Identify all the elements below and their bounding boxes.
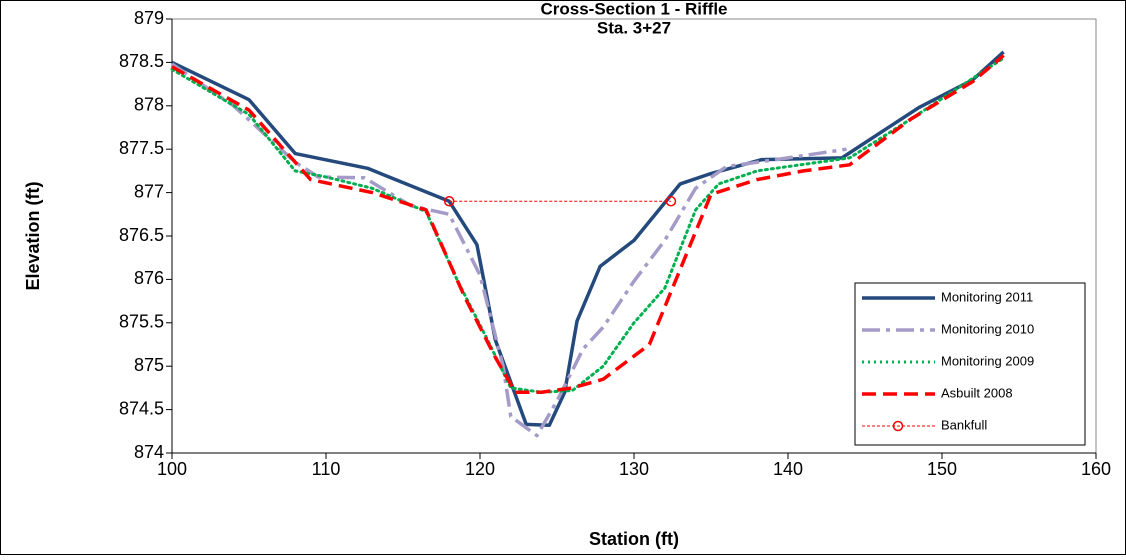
y-tick-label: 876 — [134, 268, 164, 288]
legend-box — [854, 282, 1086, 446]
y-tick-label: 874.5 — [119, 398, 164, 418]
x-tick-label: 100 — [157, 459, 187, 479]
x-tick-label: 120 — [465, 459, 495, 479]
y-tick-label: 877.5 — [119, 138, 164, 158]
y-tick-label: 879 — [134, 8, 164, 28]
legend-label: Monitoring 2009 — [941, 353, 1034, 368]
x-axis-title: Station (ft) — [589, 529, 679, 549]
chart-subtitle: Sta. 3+27 — [597, 18, 671, 37]
x-tick-label: 110 — [312, 459, 341, 479]
legend-label: Monitoring 2011 — [941, 289, 1033, 304]
series-line — [171, 50, 1005, 427]
series-line — [171, 62, 847, 438]
y-tick-label: 878.5 — [119, 51, 164, 71]
series-marker — [443, 196, 455, 207]
x-tick-label: 140 — [773, 459, 803, 479]
legend-label: Monitoring 2010 — [941, 321, 1034, 336]
legend-marker — [892, 420, 904, 432]
y-axis-title: Elevation (ft) — [23, 181, 43, 290]
y-tick-label: 874 — [134, 442, 164, 462]
x-tick-label: 130 — [619, 459, 649, 479]
y-tick-label: 877 — [134, 181, 164, 201]
y-tick-label: 876.5 — [119, 225, 164, 245]
y-tick-label: 878 — [134, 95, 164, 115]
y-tick-label: 875.5 — [119, 312, 164, 332]
x-tick-label: 160 — [1081, 459, 1111, 479]
series-marker — [665, 196, 677, 207]
legend-label: Bankfull — [941, 417, 987, 432]
series-line — [170, 56, 1006, 394]
y-tick-label: 875 — [134, 355, 164, 375]
chart-title: Cross-Section 1 - Riffle — [540, 0, 727, 18]
legend-label: Asbuilt 2008 — [941, 385, 1013, 400]
series-line — [171, 54, 1005, 394]
x-tick-label: 150 — [927, 459, 957, 479]
